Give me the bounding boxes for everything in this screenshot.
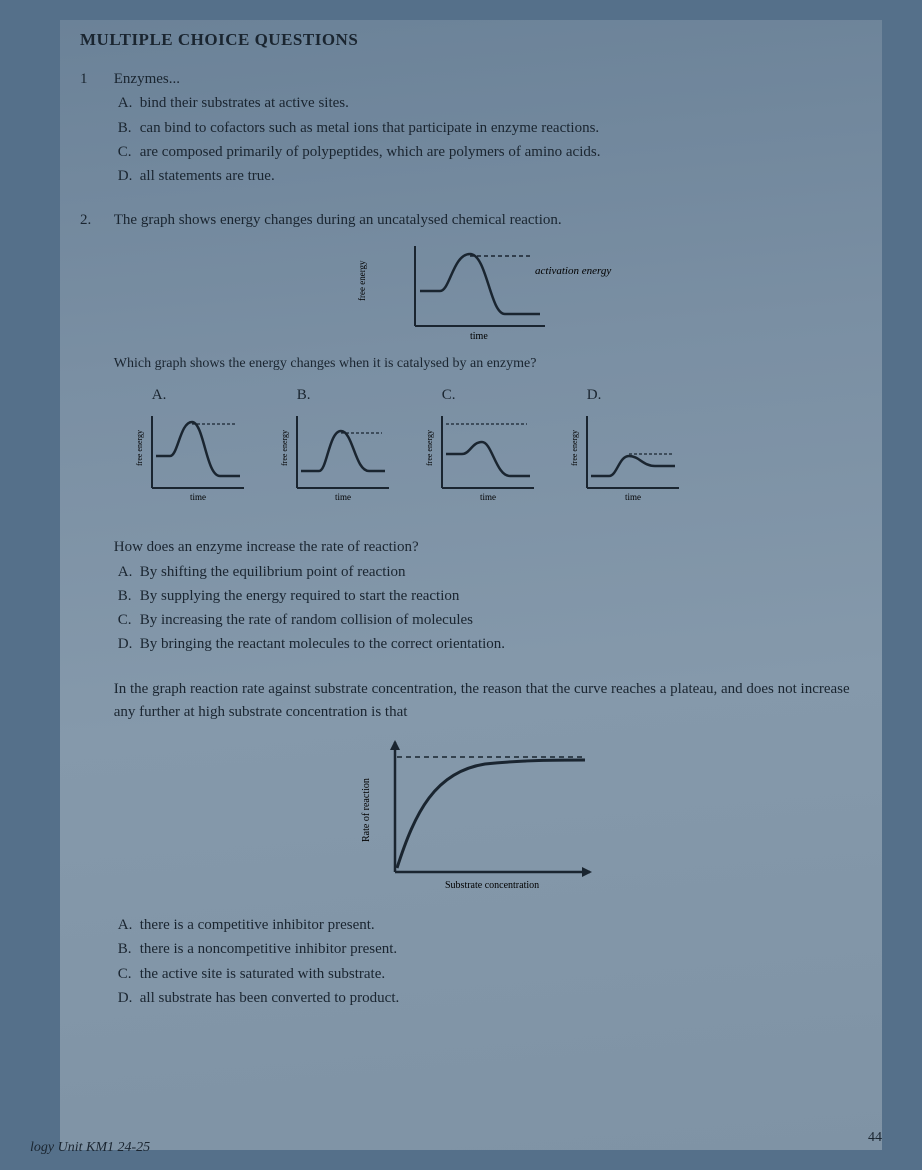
question-1: 1 Enzymes... A.bind their substrates at … bbox=[80, 68, 862, 189]
q2-choice-a[interactable]: A. free energy time bbox=[134, 384, 249, 506]
q1-option-a[interactable]: A.bind their substrates at active sites. bbox=[118, 92, 856, 115]
q4-stem: In the graph reaction rate against subst… bbox=[114, 678, 856, 725]
q1-option-c[interactable]: C.are composed primarily of polypeptides… bbox=[118, 141, 856, 164]
q2-choice-row: A. free energy time B. bbox=[134, 384, 856, 506]
svg-text:time: time bbox=[335, 492, 351, 502]
q2-substem: Which graph shows the energy changes whe… bbox=[114, 353, 856, 375]
svg-text:Rate of reaction: Rate of reaction bbox=[361, 778, 372, 842]
svg-text:time: time bbox=[190, 492, 206, 502]
svg-text:free energy: free energy bbox=[280, 430, 289, 466]
svg-text:time: time bbox=[480, 492, 496, 502]
q2-main-graph: activation energy time free energy bbox=[355, 241, 615, 341]
q2-stem: The graph shows energy changes during an… bbox=[114, 209, 856, 232]
question-4: In the graph reaction rate against subst… bbox=[80, 678, 862, 1012]
question-3: How does an enzyme increase the rate of … bbox=[80, 536, 862, 657]
xlabel: time bbox=[470, 331, 488, 341]
page-number: 44 bbox=[868, 1130, 882, 1146]
svg-text:Substrate concentration: Substrate concentration bbox=[445, 880, 539, 891]
q3-stem: How does an enzyme increase the rate of … bbox=[114, 536, 856, 559]
q1-number: 1 bbox=[80, 68, 110, 91]
q2-number: 2. bbox=[80, 209, 110, 232]
q3-option-b[interactable]: B.By supplying the energy required to st… bbox=[118, 585, 856, 608]
q1-option-d[interactable]: D.all statements are true. bbox=[118, 165, 856, 188]
q3-option-d[interactable]: D.By bringing the reactant molecules to … bbox=[118, 633, 856, 656]
q2-choice-c[interactable]: C. free energy time bbox=[424, 384, 539, 506]
page: MULTIPLE CHOICE QUESTIONS 1 Enzymes... A… bbox=[60, 20, 882, 1150]
ylabel: free energy bbox=[357, 259, 367, 300]
q4-option-d[interactable]: D.all substrate has been converted to pr… bbox=[118, 987, 856, 1010]
q2-choice-d[interactable]: D. free energy time bbox=[569, 384, 684, 506]
footer-text: logy Unit KM1 24-25 bbox=[30, 1140, 150, 1156]
section-heading: MULTIPLE CHOICE QUESTIONS bbox=[80, 30, 862, 50]
q4-option-a[interactable]: A.there is a competitive inhibitor prese… bbox=[118, 914, 856, 937]
activation-label: activation energy bbox=[535, 265, 611, 277]
svg-text:time: time bbox=[625, 492, 641, 502]
q3-option-c[interactable]: C.By increasing the rate of random colli… bbox=[118, 609, 856, 632]
q2-choice-b[interactable]: B. free energy time bbox=[279, 384, 394, 506]
q4-graph: Rate of reaction Substrate concentration bbox=[355, 732, 615, 902]
svg-text:free energy: free energy bbox=[425, 430, 434, 466]
q4-option-b[interactable]: B.there is a noncompetitive inhibitor pr… bbox=[118, 938, 856, 961]
q4-option-c[interactable]: C.the active site is saturated with subs… bbox=[118, 963, 856, 986]
q1-stem: Enzymes... bbox=[114, 68, 856, 91]
svg-text:free energy: free energy bbox=[570, 430, 579, 466]
svg-text:free energy: free energy bbox=[135, 430, 144, 466]
question-2: 2. The graph shows energy changes during… bbox=[80, 209, 862, 516]
q3-option-a[interactable]: A.By shifting the equilibrium point of r… bbox=[118, 561, 856, 584]
q1-option-b[interactable]: B.can bind to cofactors such as metal io… bbox=[118, 117, 856, 140]
